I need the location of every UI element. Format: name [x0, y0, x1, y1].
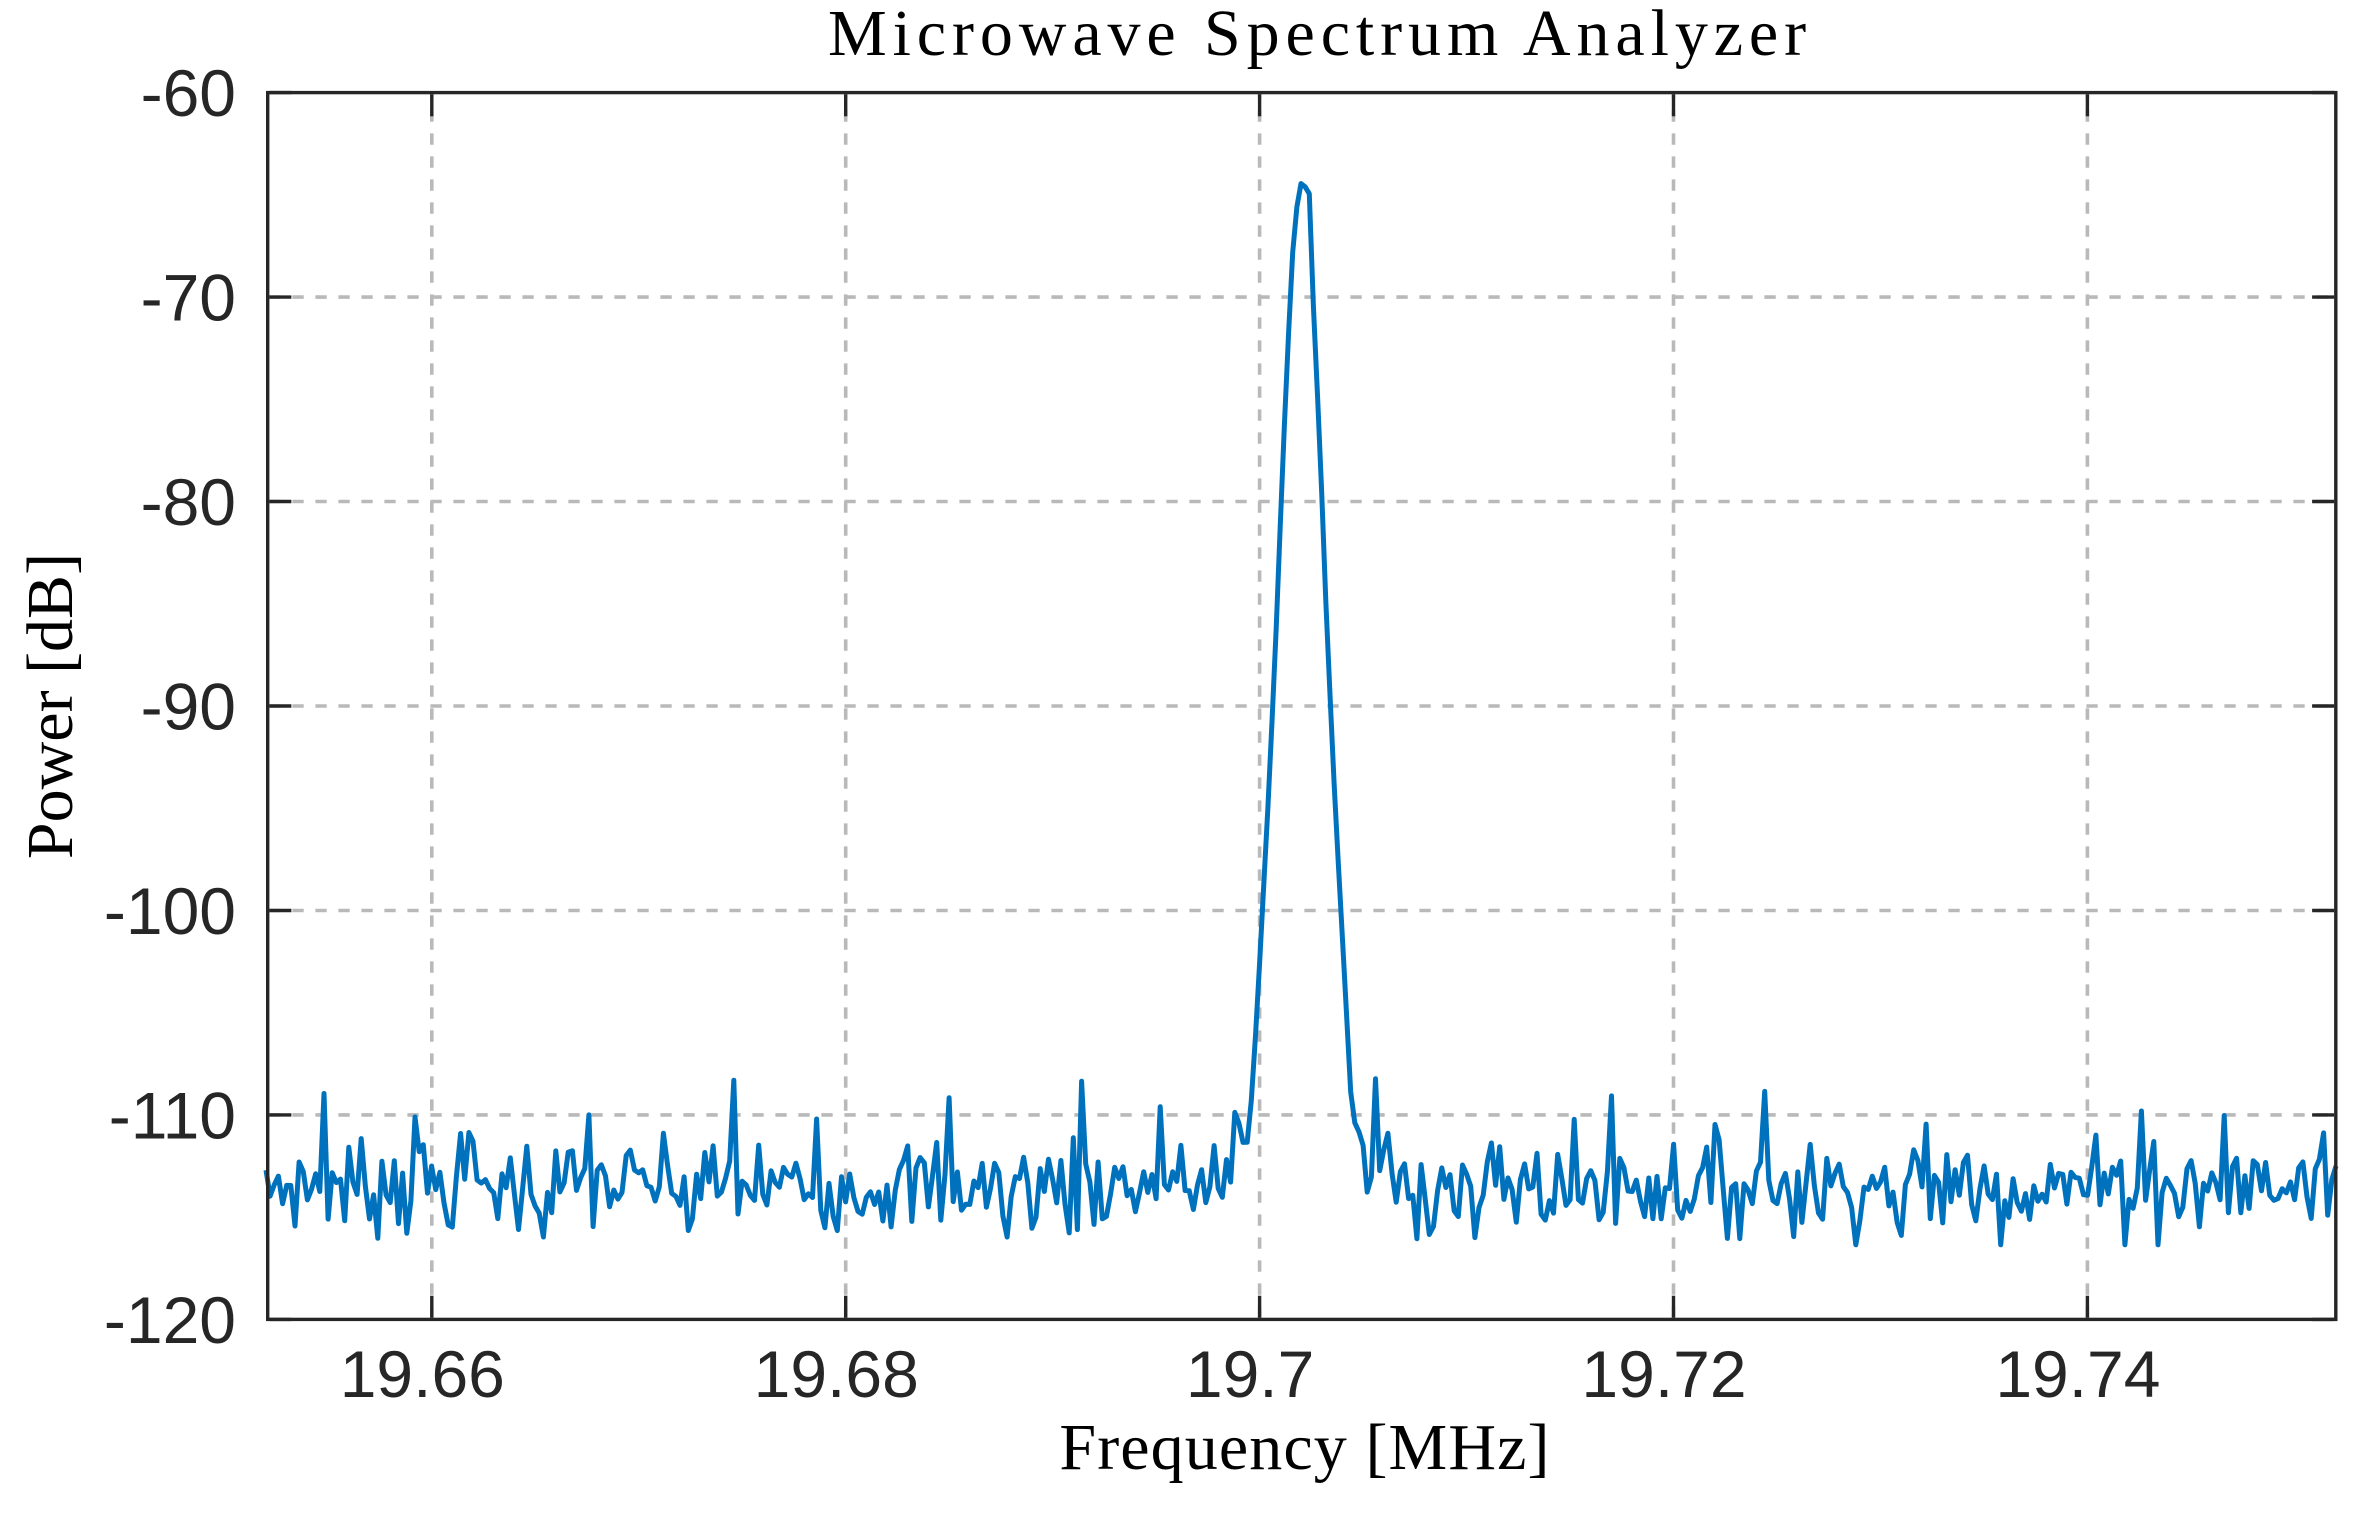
svg-text:-90: -90: [141, 670, 236, 744]
svg-text:-80: -80: [141, 465, 236, 539]
svg-text:Microwave Spectrum Analyzer: Microwave Spectrum Analyzer: [828, 0, 1812, 70]
svg-text:-70: -70: [141, 261, 236, 335]
svg-text:-100: -100: [104, 874, 236, 948]
svg-text:Frequency [MHz]: Frequency [MHz]: [1059, 1411, 1550, 1484]
svg-text:-120: -120: [104, 1283, 236, 1357]
svg-text:-60: -60: [141, 56, 236, 130]
svg-text:19.66: 19.66: [340, 1337, 505, 1411]
svg-text:19.74: 19.74: [1995, 1337, 2160, 1411]
svg-text:-110: -110: [109, 1079, 236, 1153]
svg-text:19.68: 19.68: [754, 1337, 919, 1411]
svg-text:Power [dB]: Power [dB]: [14, 553, 87, 859]
svg-text:19.72: 19.72: [1581, 1337, 1746, 1411]
svg-text:19.7: 19.7: [1186, 1337, 1314, 1411]
